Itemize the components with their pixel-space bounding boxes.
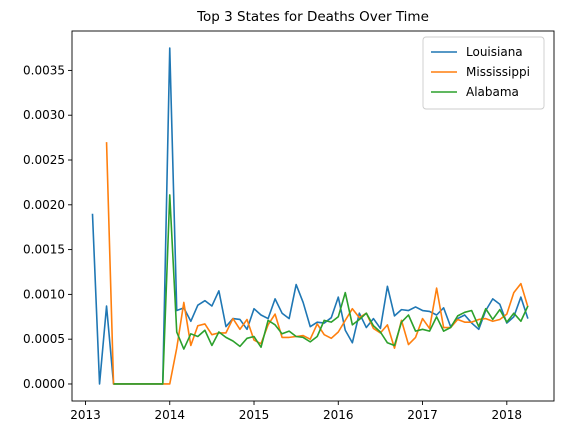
y-tick-label-0.0020: 0.0020	[23, 198, 65, 212]
legend: Louisiana Mississippi Alabama	[422, 36, 545, 110]
series-line-mississippi	[105, 142, 529, 385]
y-tick-label-0.0000: 0.0000	[23, 377, 65, 391]
legend-label-mississippi: Mississippi	[466, 65, 530, 79]
x-tick-label-2013: 2013	[70, 408, 101, 422]
axes: 2013 2014 2015 2016 2017 2018 0.0000 0.0005 0.00…	[23, 30, 555, 422]
y-tick-label-0.0030: 0.0030	[23, 108, 65, 122]
x-tick-label-2015: 2015	[239, 408, 270, 422]
x-tick-label-2014: 2014	[154, 408, 185, 422]
y-tick-label-0.0010: 0.0010	[23, 287, 65, 301]
series-line-alabama	[113, 194, 529, 385]
x-tick-label-2018: 2018	[492, 408, 523, 422]
legend-box	[422, 36, 545, 110]
y-tick-label-0.0025: 0.0025	[23, 153, 65, 167]
legend-label-louisiana: Louisiana	[466, 45, 523, 59]
y-tick-label-0.0015: 0.0015	[23, 243, 65, 257]
x-tick-label-2016: 2016	[323, 408, 354, 422]
y-tick-label-0.0035: 0.0035	[23, 63, 65, 77]
plot-frame	[71, 30, 555, 402]
legend-label-alabama: Alabama	[466, 85, 519, 99]
x-tick-label-2017: 2017	[407, 408, 438, 422]
y-tick-label-0.0005: 0.0005	[23, 332, 65, 346]
chart-title: Top 3 States for Deaths Over Time	[196, 9, 429, 25]
series-lines	[91, 47, 529, 385]
